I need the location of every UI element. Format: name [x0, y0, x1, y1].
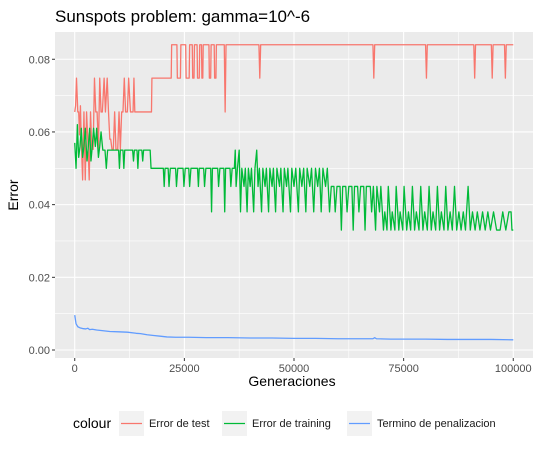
x-tick-label: 50000 — [279, 363, 310, 375]
legend-title: colour — [73, 415, 111, 431]
legend-label: Error de training — [252, 418, 331, 430]
y-axis: 0.00 0.02 0.04 0.06 0.08 — [29, 54, 55, 357]
x-tick-label: 100000 — [495, 363, 532, 375]
x-tick-label: 25000 — [169, 363, 200, 375]
legend-label: Error de test — [149, 418, 210, 430]
legend-label: Termino de penalizacion — [377, 418, 496, 430]
legend-items: Error de test Error de training Termino de… — [119, 411, 496, 436]
series-line-error-de-training — [74, 124, 514, 231]
y-tick-label: 0.04 — [29, 200, 50, 212]
chart-title: Sunspots problem: gamma=10^-6 — [55, 7, 310, 26]
y-axis-title: Error — [5, 179, 21, 210]
legend: colour Error de test Error de training Ter… — [73, 411, 496, 436]
series-layer — [74, 44, 514, 341]
x-tick-label: 75000 — [388, 363, 419, 375]
x-axis: 0 25000 50000 75000 100000 — [72, 358, 532, 375]
major-gridlines — [55, 32, 533, 358]
y-tick-label: 0.00 — [29, 345, 50, 357]
series-line-error-de-test — [74, 44, 514, 181]
series-line-termino-de-penalizacion — [74, 315, 514, 341]
y-tick-label: 0.08 — [29, 54, 50, 66]
x-tick-label: 0 — [72, 363, 78, 375]
y-tick-label: 0.02 — [29, 272, 50, 284]
x-axis-title: Generaciones — [248, 373, 335, 389]
y-tick-label: 0.06 — [29, 127, 50, 139]
